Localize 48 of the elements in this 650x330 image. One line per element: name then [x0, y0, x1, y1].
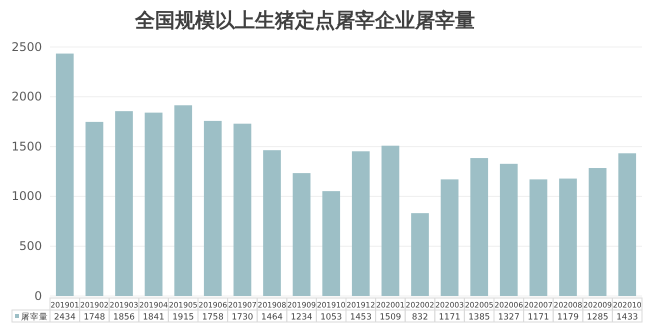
bar — [204, 120, 222, 296]
data-label: 832 — [412, 312, 428, 322]
bar — [115, 111, 133, 296]
bar — [382, 146, 400, 296]
chart-title: 全国规模以上生猪定点屠宰企业屠宰量 — [134, 8, 475, 32]
data-label: 1758 — [202, 312, 224, 322]
data-label: 1464 — [261, 312, 283, 322]
data-label: 1453 — [350, 312, 372, 322]
y-tick-label: 2500 — [11, 40, 42, 54]
bar — [530, 179, 548, 296]
data-label: 1509 — [380, 312, 402, 322]
bar — [500, 164, 518, 296]
bar — [440, 179, 458, 296]
data-label: 1327 — [498, 312, 520, 322]
bar — [559, 178, 577, 296]
legend-label: 屠宰量 — [21, 312, 48, 322]
bar — [322, 191, 340, 296]
data-label: 1285 — [586, 312, 608, 322]
bar — [86, 122, 104, 296]
bar — [470, 158, 488, 296]
data-label: 1053 — [320, 312, 342, 322]
bar — [174, 105, 192, 296]
data-label: 1433 — [616, 312, 638, 322]
bar — [618, 153, 636, 296]
y-tick-label: 1000 — [11, 189, 42, 204]
data-label: 1234 — [290, 312, 312, 322]
bar — [263, 150, 281, 296]
data-label: 1179 — [557, 312, 579, 322]
y-tick-label: 500 — [19, 239, 42, 254]
data-label: 1856 — [113, 312, 135, 322]
data-label: 2434 — [54, 312, 76, 322]
y-tick-label: 1500 — [11, 139, 42, 154]
data-label: 1171 — [438, 312, 460, 322]
y-tick-label: 2000 — [11, 90, 42, 104]
bar — [588, 168, 606, 296]
data-label: 1915 — [172, 312, 194, 322]
bar — [292, 173, 310, 296]
data-label: 1748 — [84, 312, 106, 322]
bar — [234, 124, 252, 296]
data-label: 1385 — [468, 312, 490, 322]
y-tick-label: 0 — [34, 288, 42, 303]
bar — [144, 112, 162, 296]
bar — [411, 213, 429, 296]
data-label: 1841 — [142, 312, 164, 322]
bar — [56, 54, 74, 296]
data-label: 1730 — [232, 312, 254, 322]
bar — [352, 151, 370, 296]
data-label: 1171 — [528, 312, 550, 322]
